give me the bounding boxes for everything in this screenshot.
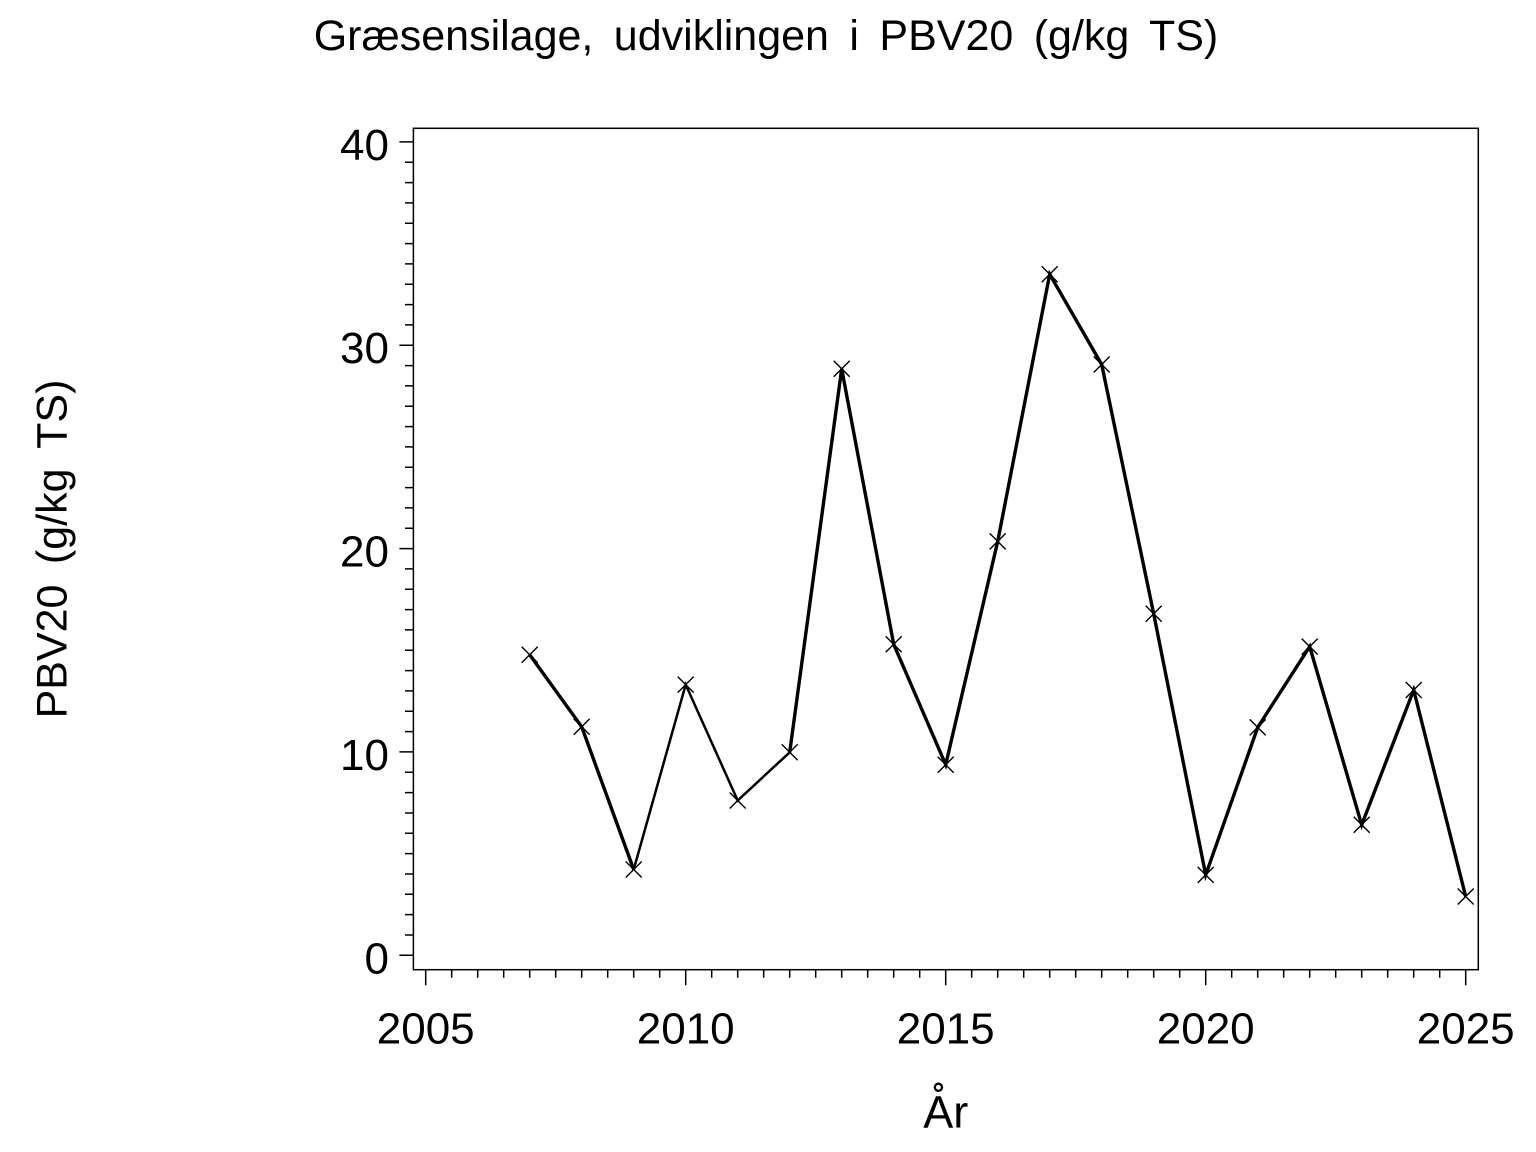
svg-text:PBV20 (g/kg TS): PBV20 (g/kg TS) (29, 380, 77, 719)
svg-text:Ar: Ar (923, 1087, 968, 1138)
svg-text:2010: 2010 (637, 1005, 735, 1054)
svg-text:2025: 2025 (1417, 1005, 1515, 1054)
svg-text:Græsensilage, udviklingen i PB: Græsensilage, udviklingen i PBV20 (g/kg … (314, 12, 1219, 60)
svg-text:10: 10 (340, 731, 389, 780)
svg-text:30: 30 (340, 324, 389, 373)
svg-text:20: 20 (340, 528, 389, 577)
svg-text:40: 40 (340, 121, 389, 170)
svg-text:2020: 2020 (1157, 1005, 1255, 1054)
svg-text:0: 0 (365, 934, 389, 983)
svg-text:2005: 2005 (377, 1005, 475, 1054)
svg-text:2015: 2015 (897, 1005, 995, 1054)
